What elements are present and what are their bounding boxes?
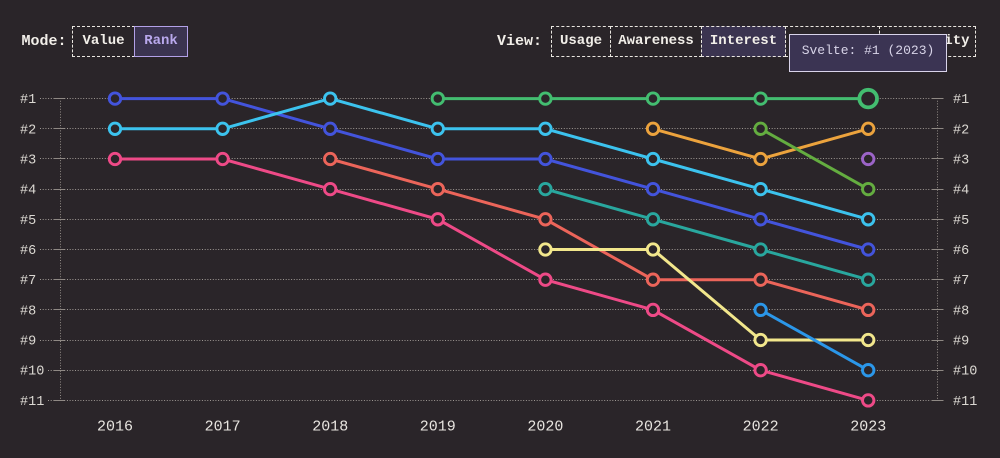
svg-text:#9: #9 [953,335,969,350]
svg-text:#7: #7 [20,274,36,289]
svg-text:#1: #1 [953,93,969,108]
svg-text:2016: 2016 [97,419,133,436]
svg-text:#1: #1 [20,93,36,108]
svg-text:#10: #10 [953,365,977,380]
svg-text:#2: #2 [20,123,36,138]
svg-text:2019: 2019 [420,419,456,436]
svg-text:2018: 2018 [312,419,348,436]
svg-text:2021: 2021 [635,419,671,436]
svg-text:#5: #5 [953,214,969,229]
svg-text:2022: 2022 [743,419,779,436]
svg-text:#10: #10 [20,365,44,380]
svg-text:#8: #8 [953,304,969,319]
svg-text:#6: #6 [953,244,969,259]
svg-text:#11: #11 [953,395,977,410]
svg-text:#9: #9 [20,335,36,350]
svg-text:#11: #11 [20,395,44,410]
svg-text:#5: #5 [20,214,36,229]
svg-text:2020: 2020 [527,419,563,436]
svg-text:#3: #3 [953,154,969,169]
svg-text:#6: #6 [20,244,36,259]
svg-text:2017: 2017 [205,419,241,436]
svg-text:#4: #4 [20,184,36,199]
svg-text:#8: #8 [20,304,36,319]
svg-text:2023: 2023 [850,419,886,436]
svg-text:#2: #2 [953,123,969,138]
svg-text:#4: #4 [953,184,969,199]
svg-text:#7: #7 [953,274,969,289]
svg-text:#3: #3 [20,154,36,169]
